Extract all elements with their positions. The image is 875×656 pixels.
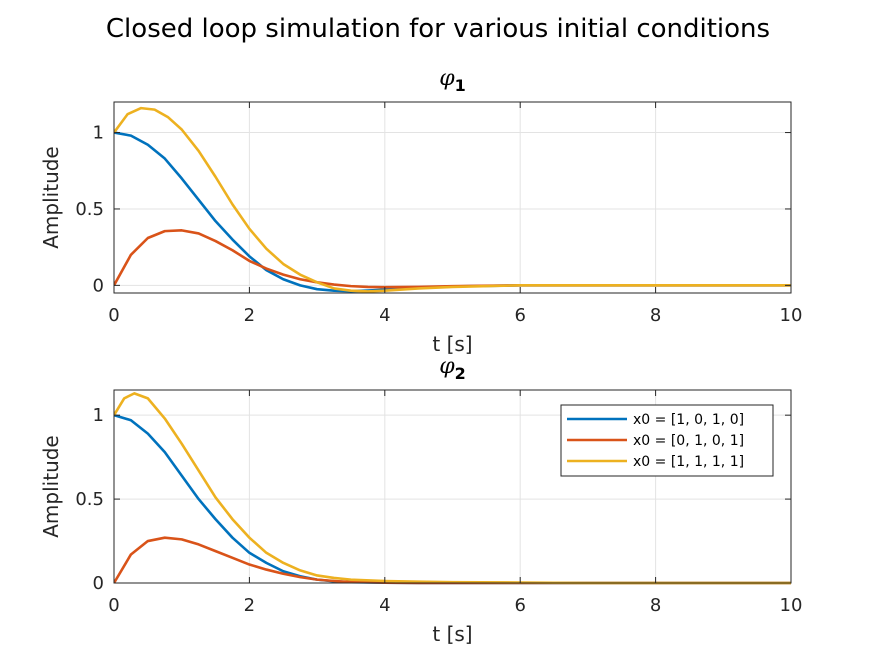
- legend: x0 = [1, 0, 1, 0] x0 = [0, 1, 0, 1] x0 = […: [560, 404, 774, 477]
- y-tick-label: 0.5: [75, 199, 104, 220]
- y-tick-label: 0: [93, 275, 104, 296]
- y-tick-label: 1: [93, 123, 104, 144]
- x-tick-label: 8: [650, 595, 661, 616]
- y-tick-label: 0.5: [75, 489, 104, 510]
- x-tick-label: 2: [244, 595, 255, 616]
- axes-frame: [113, 389, 792, 584]
- title-subscript: 2: [455, 364, 466, 383]
- x-tick-label: 4: [379, 595, 390, 616]
- x-tick-label: 6: [514, 305, 525, 326]
- title-symbol: φ: [439, 66, 455, 91]
- x-axis-label: t [s]: [432, 622, 472, 646]
- x-tick-label: 10: [780, 305, 803, 326]
- x-axis-label: t [s]: [432, 332, 472, 356]
- y-axis-label: Amplitude: [39, 146, 63, 249]
- x-tick-label: 0: [108, 305, 119, 326]
- legend-entry-2: x0 = [0, 1, 0, 1]: [633, 433, 744, 449]
- subplot-title: φ2: [439, 354, 466, 383]
- x-tick-label: 10: [780, 595, 803, 616]
- legend-entry-3: x0 = [1, 1, 1, 1]: [633, 454, 744, 470]
- plot-area: [114, 102, 791, 293]
- y-tick-label: 0: [93, 573, 104, 594]
- subplot-title: φ1: [439, 66, 466, 95]
- series-line-3: [114, 106, 791, 293]
- x-tick-label: 6: [514, 595, 525, 616]
- y-tick-label: 1: [93, 405, 104, 426]
- title-subscript: 1: [455, 76, 466, 95]
- x-tick-label: 4: [379, 305, 390, 326]
- legend-entry-1: x0 = [1, 0, 1, 0]: [633, 412, 744, 428]
- axes-frame: [113, 101, 792, 294]
- x-tick-label: 8: [650, 305, 661, 326]
- y-axis-label: Amplitude: [39, 435, 63, 538]
- x-tick-label: 0: [108, 595, 119, 616]
- x-tick-label: 2: [244, 305, 255, 326]
- figure-title: Closed loop simulation for various initi…: [106, 14, 770, 44]
- title-symbol: φ: [439, 354, 455, 379]
